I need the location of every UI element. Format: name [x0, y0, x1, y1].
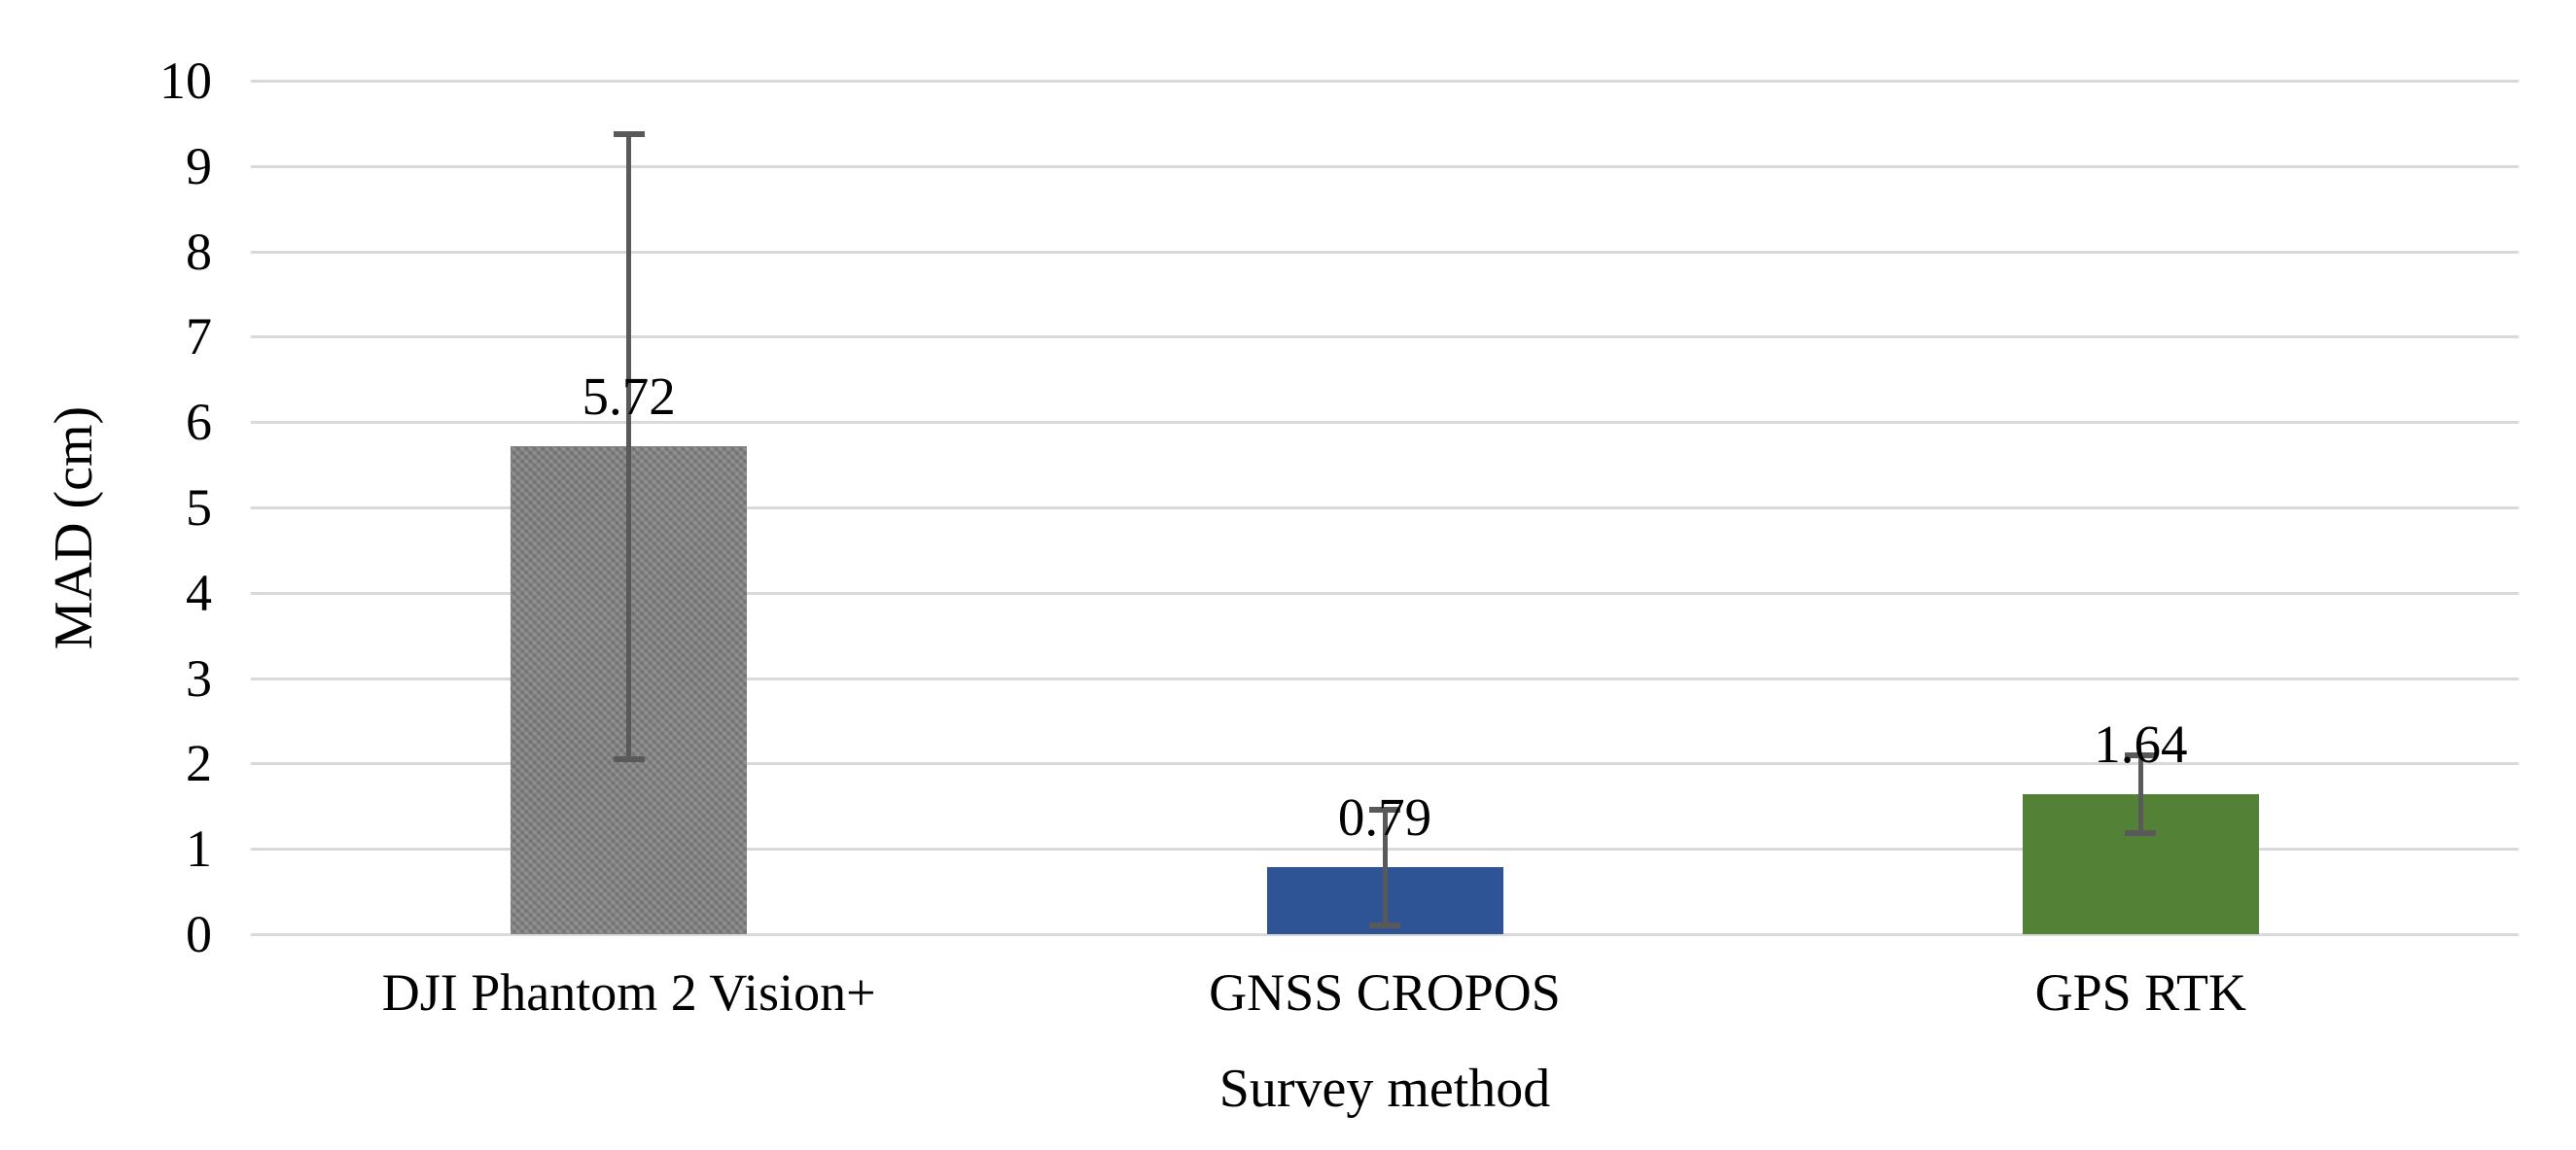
y-tick-label: 0 — [186, 905, 212, 963]
data-label: 1.64 — [2094, 714, 2188, 774]
y-tick-label: 9 — [186, 136, 212, 195]
gridline — [251, 421, 2519, 425]
error-bar-line — [626, 134, 632, 759]
y-tick-label: 10 — [159, 52, 212, 110]
data-label: 0.79 — [1337, 786, 1432, 847]
gridline — [251, 506, 2519, 509]
y-tick-label: 2 — [186, 734, 212, 793]
plot-area: 5.72 0.79 1.64 — [251, 80, 2519, 936]
error-bar-cap — [613, 131, 645, 138]
category-label: DJI Phantom 2 Vision+ — [381, 963, 876, 1022]
y-tick-label: 7 — [186, 307, 212, 366]
gridline — [251, 164, 2519, 168]
gridline — [251, 250, 2519, 254]
category-label: GNSS CROPOS — [1209, 963, 1561, 1022]
error-bar-cap — [2125, 752, 2157, 759]
y-tick-label: 6 — [186, 393, 212, 452]
gridline — [251, 933, 2519, 936]
gridline — [251, 677, 2519, 680]
gridline — [251, 80, 2519, 83]
gridline — [251, 335, 2519, 339]
error-bar-cap — [2125, 829, 2157, 836]
error-bar-line — [1382, 809, 1388, 926]
data-label: 5.72 — [582, 366, 676, 426]
y-tick-label: 3 — [186, 648, 212, 708]
y-tick-label: 5 — [186, 478, 212, 537]
error-bar-cap — [1369, 806, 1400, 813]
y-tick-label: 4 — [186, 563, 212, 622]
gridline — [251, 591, 2519, 595]
error-bar-line — [2137, 755, 2143, 833]
category-label: GPS RTK — [2034, 963, 2246, 1022]
gridline — [251, 762, 2519, 766]
y-tick-label: 1 — [186, 819, 212, 879]
error-bar-cap — [613, 756, 645, 762]
error-bar-cap — [1369, 923, 1400, 929]
y-tick-label: 8 — [186, 222, 212, 281]
x-axis-title: Survey method — [1218, 1059, 1551, 1119]
